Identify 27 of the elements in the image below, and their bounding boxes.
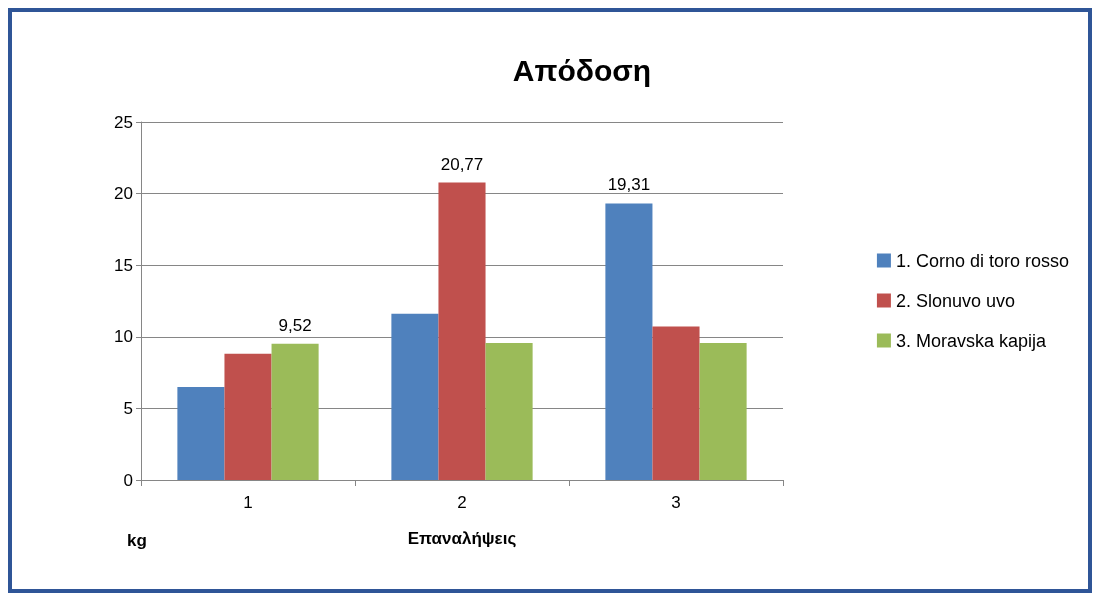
data-label: 20,77 xyxy=(440,154,484,174)
legend-label: 3. Moravska kapija xyxy=(895,330,1047,351)
bar xyxy=(391,313,439,480)
bar xyxy=(485,343,533,480)
y-tick-label: 10 xyxy=(114,327,133,347)
bar xyxy=(271,343,319,480)
bar xyxy=(177,387,225,480)
y-tick-label: 0 xyxy=(123,470,133,490)
legend-label: 2. Slonuvo uvo xyxy=(895,290,1016,311)
bar xyxy=(699,343,747,480)
x-tick-label: 1 xyxy=(243,493,253,512)
x-tick-label: 3 xyxy=(671,493,681,512)
y-axis-title: kg xyxy=(127,531,147,550)
data-label: 9,52 xyxy=(278,315,312,335)
chart-title: Απόδοση xyxy=(512,53,652,87)
data-label: 19,31 xyxy=(607,175,651,195)
legend-label: 1. Corno di toro rosso xyxy=(895,250,1070,271)
x-tick-label: 2 xyxy=(457,493,467,512)
y-tick-label: 20 xyxy=(114,184,133,204)
y-tick-label: 25 xyxy=(114,112,133,132)
bar xyxy=(224,353,272,480)
bar xyxy=(652,326,700,480)
y-tick-label: 5 xyxy=(123,398,133,418)
bar xyxy=(438,182,486,480)
x-axis-title: Επαναλήψεις xyxy=(407,529,517,548)
bar xyxy=(605,203,653,480)
y-tick-label: 15 xyxy=(114,255,133,275)
